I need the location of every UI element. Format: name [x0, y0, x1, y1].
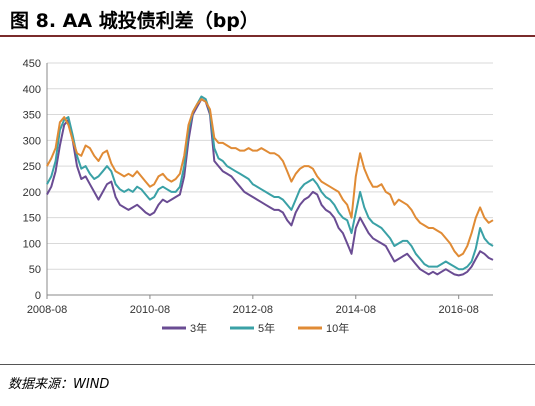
y-tick-label: 50	[29, 264, 41, 276]
chart-legend: 3年 5年 10年	[162, 321, 349, 335]
axis-layer: 0 50 100 150 200 250 300 350 400 450 2008-08 2010-0…	[23, 58, 493, 316]
series-layer	[46, 95, 494, 277]
y-tick-label: 200	[23, 187, 41, 199]
x-tick-label: 2010-08	[130, 304, 170, 316]
y-tick-label: 150	[23, 213, 41, 225]
legend-label: 3年	[190, 321, 207, 335]
source-note: 数据来源：WIND	[8, 377, 110, 392]
y-tick-label: 250	[23, 161, 41, 173]
y-tick-label: 400	[23, 84, 41, 96]
y-tick-label: 450	[23, 58, 41, 70]
series-line-3年	[46, 98, 494, 277]
grid-layer	[47, 62, 493, 296]
x-tick-label: 2014-08	[336, 304, 376, 316]
x-tick-label: 2012-08	[233, 304, 273, 316]
y-tick-label: 0	[35, 290, 41, 302]
x-tick-label: 2008-08	[27, 304, 67, 316]
series-line-10年	[46, 98, 494, 258]
title-divider	[0, 35, 535, 37]
legend-label: 10年	[326, 321, 349, 335]
series-line-5年	[46, 95, 494, 271]
x-tick-label: 2016-08	[439, 304, 479, 316]
y-tick-label: 100	[23, 238, 41, 250]
y-tick-label: 350	[23, 110, 41, 122]
figure-title: 图 8. AA 城投债利差（bp）	[10, 10, 259, 32]
legend-label: 5年	[258, 321, 275, 335]
spread-line-chart: 0 50 100 150 200 250 300 350 400 450 2008-08 2010-0…	[23, 58, 494, 335]
y-tick-label: 300	[23, 135, 41, 147]
source-divider	[0, 364, 535, 365]
